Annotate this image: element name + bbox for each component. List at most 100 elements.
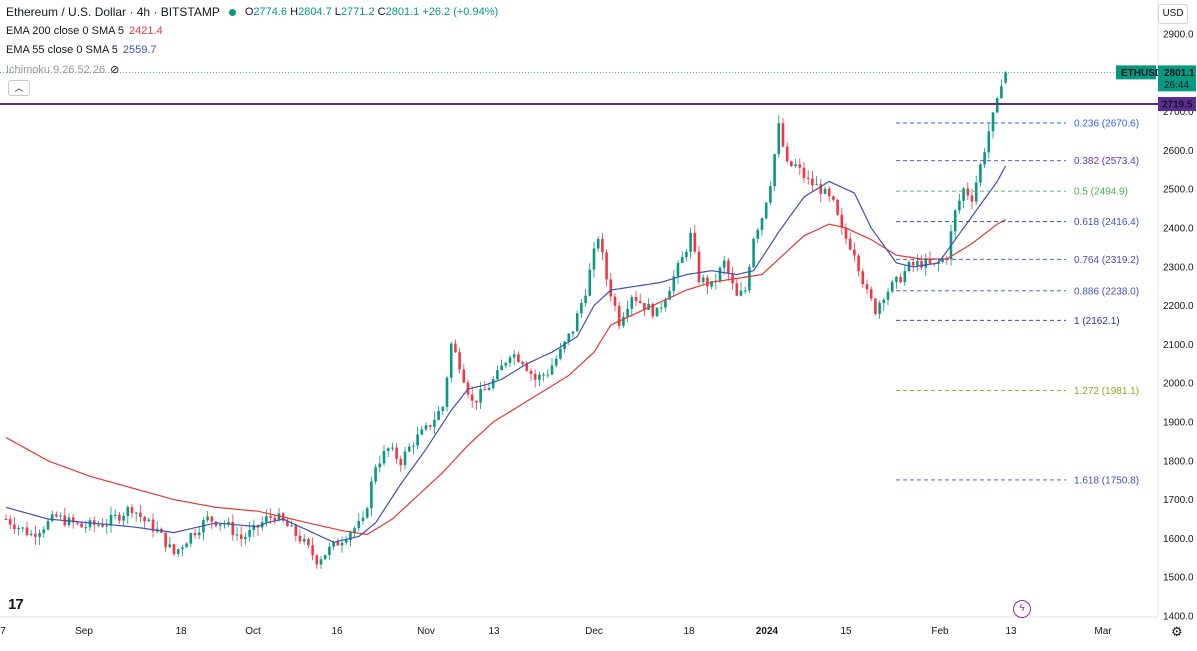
- candle-body: [361, 517, 365, 521]
- candle-body: [365, 508, 369, 518]
- candle-body: [777, 123, 781, 155]
- candle-body: [710, 280, 713, 287]
- lightning-icon[interactable]: ϟ: [1013, 600, 1031, 618]
- open-value: 2774.6: [253, 6, 288, 18]
- candle-body: [525, 364, 529, 371]
- candle-body: [307, 538, 310, 546]
- x-tick-label: Dec: [585, 626, 603, 637]
- candle-body: [798, 164, 802, 168]
- x-tick-label: 18: [175, 626, 187, 637]
- ema200-legend[interactable]: EMA 200 close 0 SMA 5 2421.4: [6, 25, 163, 37]
- candle-body: [8, 519, 12, 525]
- candle-body: [46, 520, 50, 530]
- candle-body: [286, 520, 289, 527]
- fib-level-label: 1.618 (1750.8): [1074, 475, 1139, 486]
- candle-body: [50, 514, 54, 521]
- candle-body: [916, 261, 919, 266]
- x-tick-label: 2024: [756, 626, 779, 637]
- change-value: +26.2 (+0.94%): [422, 6, 499, 18]
- fib-level-label: 0.382 (2573.4): [1074, 156, 1139, 167]
- candle-body: [869, 289, 873, 299]
- candle-body: [4, 519, 8, 520]
- candle-body: [844, 227, 848, 239]
- candle-body: [420, 429, 424, 435]
- candle-body: [252, 524, 256, 530]
- candle-body: [575, 313, 579, 332]
- candle-body: [512, 354, 516, 358]
- candle-body: [323, 554, 327, 560]
- candle-body: [802, 167, 806, 178]
- candle-body: [659, 307, 663, 309]
- candle-body: [21, 527, 25, 529]
- candle-body: [823, 188, 827, 194]
- candle-body: [643, 302, 646, 310]
- candle-body: [294, 525, 298, 536]
- ichimoku-legend[interactable]: Ichimoku 9 26 52 26 ⊘: [6, 63, 120, 77]
- y-tick-label: 1700.0: [1163, 495, 1194, 506]
- candle-body: [701, 277, 705, 283]
- candle-body: [781, 123, 785, 147]
- candle-body: [542, 374, 545, 376]
- gear-icon[interactable]: ⚙: [1171, 624, 1183, 639]
- candle-body: [500, 365, 503, 371]
- candle-body: [479, 389, 482, 403]
- candle-body: [428, 425, 432, 427]
- candle-body: [785, 146, 789, 162]
- candle-body: [109, 514, 113, 526]
- candle-body: [210, 516, 214, 522]
- candle-body: [1000, 86, 1003, 99]
- x-tick-label: Sep: [75, 626, 93, 637]
- candle-body: [567, 333, 571, 342]
- ema55-legend[interactable]: EMA 55 close 0 SMA 5 2559.7: [6, 44, 157, 56]
- candle-body: [277, 513, 281, 521]
- candle-body: [609, 279, 613, 297]
- x-tick-label: Nov: [417, 626, 435, 637]
- candle-body: [84, 527, 88, 529]
- candles: [4, 70, 1007, 569]
- candle-body: [617, 305, 621, 326]
- candle-body: [185, 543, 188, 548]
- y-tick-label: 2500.0: [1163, 185, 1194, 196]
- candle-body: [840, 214, 844, 228]
- x-tick-label: Oct: [245, 626, 261, 637]
- candle-body: [596, 238, 600, 249]
- x-tick-label: 13: [1005, 626, 1017, 637]
- eye-hidden-icon[interactable]: ⊘: [110, 64, 120, 76]
- candle-body: [496, 370, 499, 380]
- candle-body: [441, 406, 445, 411]
- candle-body: [227, 522, 230, 524]
- candle-body: [651, 303, 655, 317]
- tradingview-logo-icon[interactable]: 17: [8, 596, 24, 613]
- candle-body: [370, 481, 373, 509]
- candle-body: [811, 178, 814, 186]
- candle-body: [483, 389, 487, 391]
- fib-level-label: 1 (2162.1): [1074, 316, 1120, 327]
- candle-body: [861, 271, 865, 285]
- candle-body: [353, 528, 356, 533]
- candle-body: [836, 199, 839, 215]
- candle-body: [857, 255, 860, 272]
- candle-body: [622, 316, 625, 326]
- currency-button[interactable]: USD: [1158, 4, 1188, 24]
- candle-body: [147, 519, 151, 522]
- candle-body: [626, 308, 629, 317]
- candle-body: [349, 532, 352, 541]
- candle-body: [231, 522, 235, 536]
- candle-body: [538, 374, 541, 380]
- candle-body: [269, 516, 272, 518]
- candle-body: [88, 520, 92, 528]
- candle-body: [244, 536, 247, 539]
- candle-body: [941, 258, 944, 262]
- high-value: 2804.7: [298, 6, 332, 18]
- symbol-title[interactable]: Ethereum / U.S. Dollar · 4h · BITSTAMP: [6, 5, 220, 19]
- candle-body: [743, 290, 747, 292]
- candle-body: [890, 281, 894, 292]
- candle-body: [630, 296, 634, 309]
- candle-body: [433, 419, 436, 427]
- candle-body: [886, 291, 890, 300]
- candle-body: [819, 184, 823, 194]
- collapse-legend-button[interactable]: ︿: [8, 80, 30, 96]
- candle-body: [504, 362, 508, 366]
- candle-body: [668, 290, 671, 300]
